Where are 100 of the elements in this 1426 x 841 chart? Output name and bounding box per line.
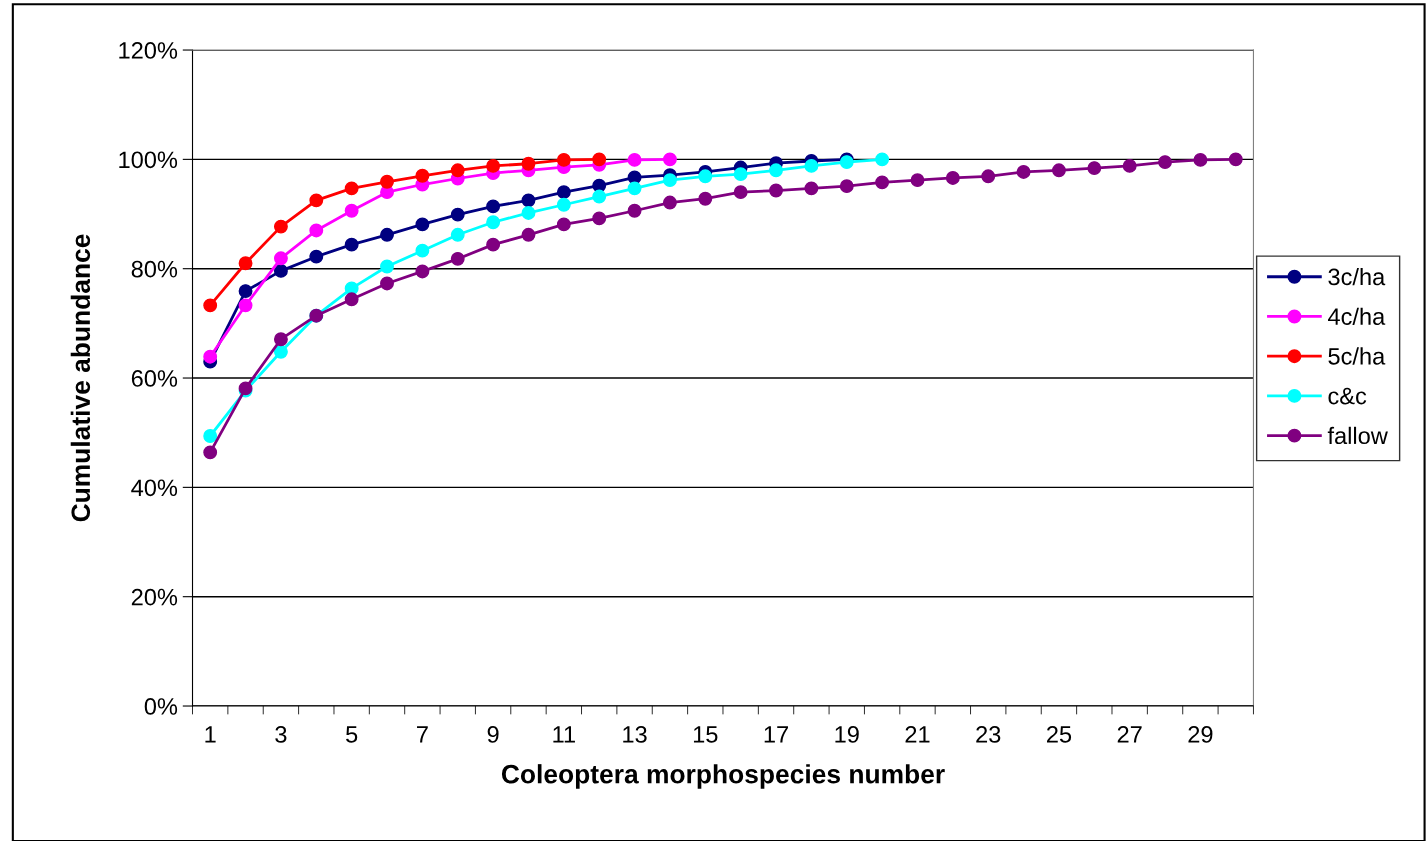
- legend-label: 5c/ha: [1328, 347, 1386, 365]
- point: [592, 211, 607, 226]
- point: [203, 298, 218, 313]
- point: [273, 251, 288, 266]
- x-tick-label: 17: [764, 726, 788, 743]
- point: [415, 243, 430, 258]
- point: [486, 158, 501, 173]
- point: [804, 158, 819, 173]
- point: [592, 152, 607, 167]
- point: [556, 197, 571, 212]
- point: [521, 205, 536, 220]
- x-tick-label: 3: [275, 726, 287, 743]
- point: [627, 152, 642, 167]
- point: [1193, 152, 1208, 167]
- x-tick-label: 1: [205, 726, 216, 743]
- legend-label: 4c/ha: [1328, 307, 1386, 325]
- point: [238, 256, 253, 271]
- point: [380, 276, 394, 291]
- y-tick-label: 0%: [144, 698, 178, 715]
- x-tick-label: 21: [905, 726, 930, 743]
- point: [450, 227, 465, 242]
- point: [910, 173, 925, 188]
- point: [1087, 161, 1102, 176]
- point: [556, 217, 571, 232]
- x-tick-label: 13: [623, 726, 647, 743]
- point: [662, 173, 677, 188]
- x-tick-label: 29: [1188, 726, 1213, 743]
- x-tick-label: 25: [1047, 726, 1072, 743]
- point: [415, 217, 430, 232]
- point: [203, 349, 218, 364]
- point: [309, 193, 324, 208]
- point: [733, 185, 748, 200]
- point: [309, 223, 324, 238]
- point: [238, 284, 253, 299]
- y-tick-label: 40%: [131, 479, 178, 497]
- point: [415, 168, 430, 183]
- point: [662, 152, 677, 167]
- point: [521, 156, 536, 171]
- point: [1228, 152, 1243, 167]
- point: [769, 163, 783, 178]
- point: [415, 264, 430, 279]
- point: [556, 152, 571, 167]
- point: [875, 152, 890, 167]
- x-tick-label: 19: [835, 726, 859, 743]
- x-tick-label: 23: [976, 726, 1001, 743]
- point: [309, 249, 324, 264]
- x-tick-label: 11: [553, 726, 575, 743]
- point: [698, 169, 713, 184]
- y-tick-label: 60%: [131, 370, 178, 387]
- point: [698, 191, 713, 206]
- point: [344, 237, 359, 252]
- point: [238, 298, 253, 313]
- x-tick-label: 5: [346, 726, 358, 743]
- point: [804, 181, 819, 196]
- point: [203, 445, 218, 460]
- point: [450, 251, 465, 266]
- point: [1158, 155, 1172, 170]
- point: [344, 292, 359, 307]
- point: [380, 174, 394, 189]
- y-tick-label: 20%: [131, 588, 178, 606]
- point: [344, 181, 359, 196]
- point: [662, 195, 677, 210]
- y-tick-label: 100%: [119, 151, 178, 169]
- point: [486, 199, 501, 214]
- point: [556, 185, 571, 200]
- point: [380, 259, 394, 274]
- point: [1122, 158, 1137, 173]
- x-tick-label: 7: [417, 726, 428, 743]
- point: [380, 227, 394, 242]
- point: [733, 167, 748, 182]
- x-tick-label: 27: [1117, 726, 1142, 743]
- point: [273, 344, 288, 359]
- legend-label: fallow: [1327, 426, 1388, 445]
- point: [203, 429, 218, 443]
- point: [521, 227, 536, 242]
- point: [273, 263, 288, 278]
- point: [450, 163, 465, 178]
- legend-label: c&c: [1328, 387, 1367, 405]
- point: [627, 203, 642, 218]
- y-tick-label: 120%: [119, 42, 178, 59]
- point: [450, 207, 465, 222]
- point: [521, 193, 536, 208]
- x-axis-title: Coleoptera morphospecies number: [501, 764, 945, 789]
- point: [839, 179, 854, 194]
- point: [486, 237, 501, 252]
- point: [273, 332, 288, 347]
- point: [627, 181, 642, 196]
- point: [875, 175, 890, 190]
- point: [1016, 164, 1031, 179]
- point: [981, 169, 996, 184]
- point: [592, 189, 607, 204]
- point: [273, 219, 288, 234]
- point: [769, 183, 783, 198]
- point: [945, 171, 960, 185]
- x-tick-label: 9: [487, 726, 499, 743]
- point: [344, 203, 359, 218]
- legend-label: 3c/ha: [1328, 267, 1386, 286]
- point: [1052, 163, 1066, 178]
- y-tick-label: 80%: [131, 260, 178, 278]
- x-tick-label: 15: [693, 726, 718, 743]
